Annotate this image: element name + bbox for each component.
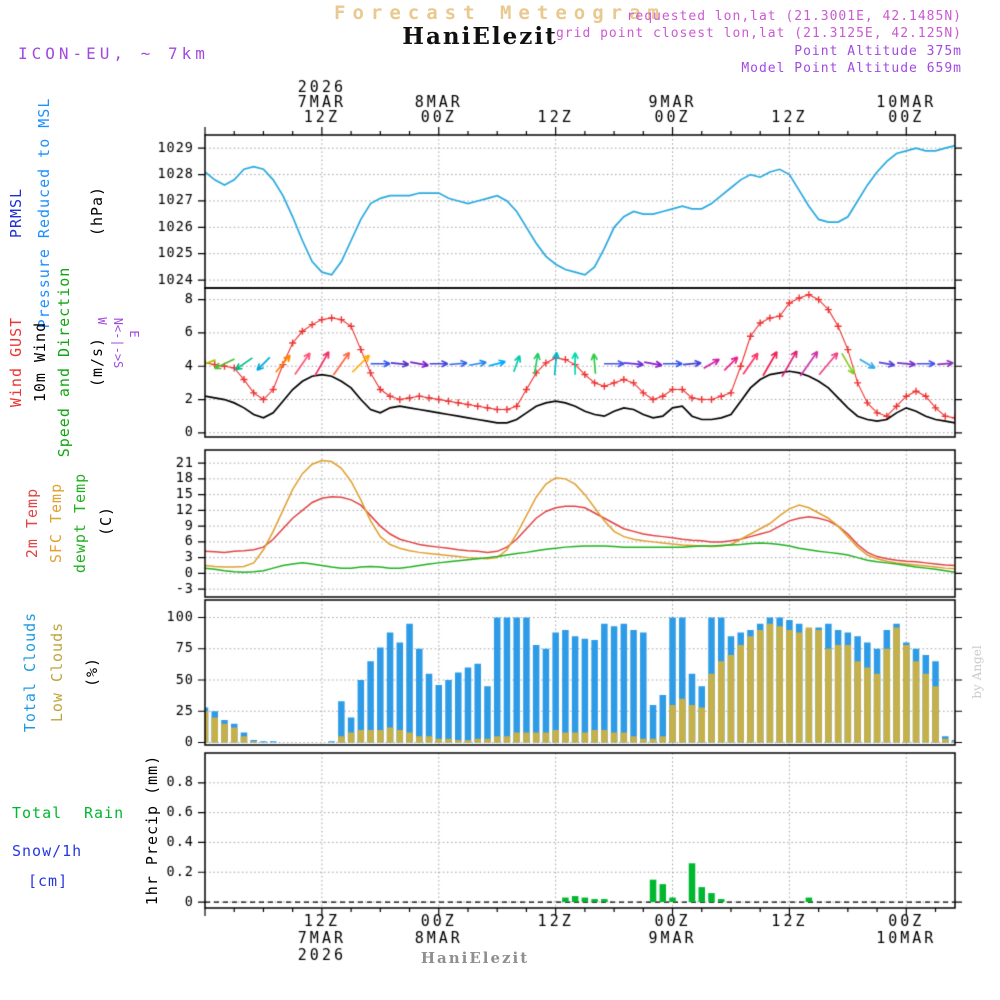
temp-sfc-label: SFC Temp [47, 482, 65, 564]
pressure-unit-label: (hPa) [88, 185, 106, 237]
precip-snow-label: Snow/1h [12, 842, 83, 860]
pressure-label-long: Pressure Reduced to MSL [35, 97, 53, 329]
wind-10m-label: 10m Wind [31, 321, 49, 403]
footer-station: HaniElezit [420, 949, 530, 967]
temp-2m-label: 2m Temp [23, 487, 41, 559]
precip-axis-label: 1hr Precip (mm) [143, 754, 161, 906]
temp-dewpt-label: dewpt Temp [71, 472, 89, 574]
total-clouds-label: Total Clouds [21, 611, 39, 733]
precip-cm-unit-label: [cm] [28, 872, 69, 890]
compass-east-label: E [127, 330, 141, 338]
model-name: ICON-EU, ~ 7km [18, 44, 209, 63]
pressure-label-prmsl: PRMSL [7, 187, 25, 239]
wind-speed-dir-label: Speed and Direction [55, 266, 73, 458]
precip-rain-label: Rain [84, 804, 125, 822]
station-title: HaniElezit [402, 23, 558, 50]
compass-ns-axis: N<-|->S [111, 317, 125, 369]
temp-unit-label: (C) [97, 505, 115, 537]
point-altitude: Point Altitude 375m [794, 44, 962, 59]
credit-text: by Angel [970, 645, 984, 699]
compass-west-label: W [95, 317, 109, 325]
grid-point-coords: grid point closest lon,lat (21.3125E, 42… [555, 26, 962, 41]
precip-total-label: Total [12, 804, 63, 822]
requested-coords: requested lon,lat (21.3001E, 42.1485N) [626, 9, 962, 24]
wind-gust-label: Wind GUST [7, 316, 25, 408]
model-point-altitude: Model Point Altitude 659m [741, 61, 962, 76]
watermark-title: Forecast Meteogram [334, 2, 666, 24]
low-clouds-label: Low Clouds [48, 621, 66, 723]
clouds-unit-label: (%) [83, 656, 101, 688]
wind-unit-label: (m/s) [88, 336, 106, 388]
